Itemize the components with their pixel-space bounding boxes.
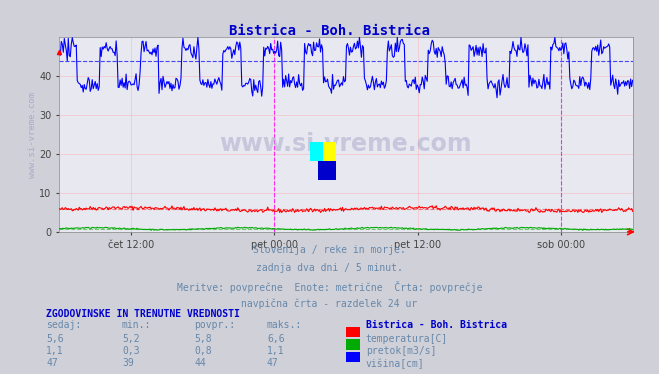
Text: 0,8: 0,8: [194, 346, 212, 356]
Text: 0,3: 0,3: [122, 346, 140, 356]
Y-axis label: www.si-vreme.com: www.si-vreme.com: [28, 92, 36, 178]
Bar: [318, 161, 336, 180]
Text: Bistrica - Boh. Bistrica: Bistrica - Boh. Bistrica: [229, 24, 430, 38]
Text: 6,6: 6,6: [267, 334, 285, 344]
Text: min.:: min.:: [122, 320, 152, 330]
Text: 1,1: 1,1: [46, 346, 64, 356]
Text: maks.:: maks.:: [267, 320, 302, 330]
Bar: [310, 142, 323, 161]
Text: 5,2: 5,2: [122, 334, 140, 344]
Text: povpr.:: povpr.:: [194, 320, 235, 330]
Text: pretok[m3/s]: pretok[m3/s]: [366, 346, 436, 356]
Text: Bistrica - Boh. Bistrica: Bistrica - Boh. Bistrica: [366, 320, 507, 330]
Text: 47: 47: [46, 358, 58, 368]
Text: 5,6: 5,6: [46, 334, 64, 344]
Text: zadnja dva dni / 5 minut.: zadnja dva dni / 5 minut.: [256, 263, 403, 273]
Text: navpična črta - razdelek 24 ur: navpična črta - razdelek 24 ur: [241, 299, 418, 309]
Text: 47: 47: [267, 358, 279, 368]
Text: Meritve: povprečne  Enote: metrične  Črta: povprečje: Meritve: povprečne Enote: metrične Črta:…: [177, 281, 482, 293]
Text: 44: 44: [194, 358, 206, 368]
Text: ZGODOVINSKE IN TRENUTNE VREDNOSTI: ZGODOVINSKE IN TRENUTNE VREDNOSTI: [46, 309, 240, 319]
Text: Slovenija / reke in morje.: Slovenija / reke in morje.: [253, 245, 406, 255]
Text: 1,1: 1,1: [267, 346, 285, 356]
Text: sedaj:: sedaj:: [46, 320, 81, 330]
Text: višina[cm]: višina[cm]: [366, 358, 424, 369]
Text: www.si-vreme.com: www.si-vreme.com: [219, 132, 473, 156]
Text: 39: 39: [122, 358, 134, 368]
Text: 5,8: 5,8: [194, 334, 212, 344]
Text: temperatura[C]: temperatura[C]: [366, 334, 448, 344]
Bar: [323, 142, 336, 161]
